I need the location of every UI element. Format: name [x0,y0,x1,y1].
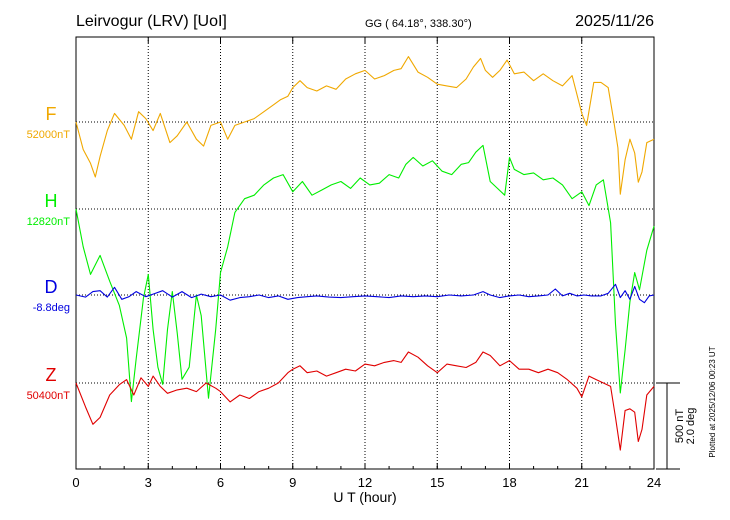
x-tick-label: 12 [358,475,372,490]
series-f-baseline-label: 52000nT [27,129,71,141]
geographic-coordinates: GG ( 64.18°, 338.30°) [365,18,472,30]
x-tick-label: 0 [72,475,79,490]
x-tick-label: 3 [145,475,152,490]
x-tick-label: 15 [430,475,444,490]
x-tick-label: 24 [647,475,661,490]
series-z-baseline-label: 50400nT [27,390,71,402]
x-tick-label: 21 [575,475,589,490]
series-d-name: D [45,277,58,297]
x-axis-label: U T (hour) [333,489,396,505]
scale-bar: 500 nT 2.0 deg [656,382,697,470]
x-tick-label: 6 [217,475,224,490]
series-h-name: H [45,191,58,211]
series-layer [75,56,655,451]
channel-labels: F 52000nT H 12820nT D -8.8deg Z 50400nT [27,104,71,402]
x-tick-label: 9 [289,475,296,490]
series-z-trace [75,351,655,451]
station-title: Leirvogur (LRV) [UoI] [76,13,227,30]
series-h-baseline-label: 12820nT [27,216,71,228]
x-axis: 0 3 6 9 12 15 18 21 24 [72,37,661,490]
scale-bar-deg-label: 2.0 deg [685,408,697,445]
grid [76,37,654,469]
plotted-timestamp: Plotted at 2025/12/06 00:23 UT [708,346,717,457]
series-d-baseline-label: -8.8deg [33,302,70,314]
series-z-name: Z [46,365,57,385]
scale-bar-nt-label: 500 nT [674,409,686,444]
series-h-trace [75,144,655,403]
series-f-name: F [46,104,57,124]
plot-date: 2025/11/26 [575,13,654,30]
x-tick-label: 18 [502,475,516,490]
series-d-trace [75,283,655,304]
series-f-trace [75,56,655,195]
